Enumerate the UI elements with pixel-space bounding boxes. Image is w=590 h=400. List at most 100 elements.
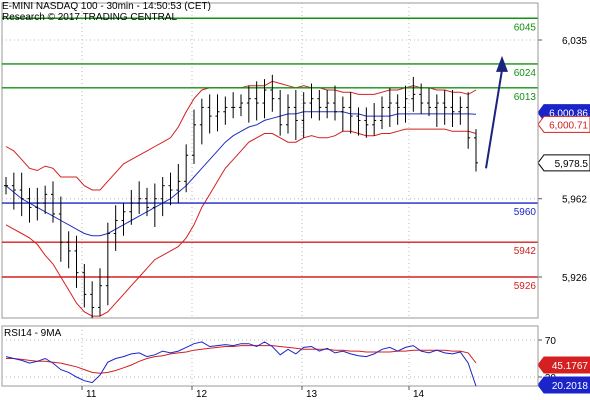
- price-bar: [66, 231, 71, 269]
- rsi-panel-frame: [1, 325, 539, 387]
- price-bar: [364, 107, 369, 138]
- y-tick-label: 5,962: [562, 195, 587, 206]
- price-bar: [231, 92, 236, 119]
- price-bar: [442, 90, 447, 125]
- rsi-value-tag-label: 45.1767: [552, 361, 589, 372]
- price-bar: [254, 81, 259, 121]
- price-bar: [43, 185, 48, 214]
- rsi-value-tag: 45.1767: [537, 356, 590, 374]
- last-price-tag-box: [537, 115, 590, 133]
- last-price-tag: 5,978.5: [537, 154, 590, 172]
- price-bar: [160, 176, 165, 217]
- price-bar: [309, 83, 314, 119]
- price-bar: [403, 85, 408, 123]
- price-bar: [317, 90, 322, 121]
- price-bar: [35, 187, 40, 221]
- y-tick-label: 6,035: [562, 36, 587, 47]
- price-bar: [137, 181, 142, 214]
- price-bar: [215, 94, 220, 132]
- price-panel: 6,035 5,962 5,926 6045 6024 6013 5960 5942 5926 6…: [1, 2, 590, 319]
- price-panel-frame: [1, 2, 539, 319]
- price-bar: [19, 172, 24, 217]
- level-label: 6013: [514, 92, 537, 103]
- price-bar: [419, 83, 424, 114]
- last-price-tag-label: 6,000.71: [549, 120, 588, 131]
- price-bar: [301, 92, 306, 138]
- last-price-tag-box: [537, 154, 590, 172]
- projection-arrow-shaft: [485, 69, 503, 169]
- price-bar: [121, 203, 126, 236]
- price-bar: [98, 268, 102, 317]
- price-bar: [286, 94, 290, 134]
- price-bar: [458, 96, 463, 125]
- price-bar: [387, 87, 392, 127]
- price-bar: [450, 90, 455, 127]
- price-bar: [223, 96, 228, 125]
- last-price-tag-label: 6,000.86: [549, 109, 588, 120]
- price-bar: [176, 163, 181, 204]
- price-bar: [293, 90, 298, 141]
- price-bar: [105, 222, 110, 306]
- rsi-tick-label: 70: [545, 336, 557, 347]
- price-bar: [356, 107, 361, 136]
- price-bar: [239, 94, 243, 117]
- rsi-value-tag-label: 20.2018: [552, 381, 589, 392]
- price-bar: [58, 196, 63, 262]
- price-bar: [74, 235, 79, 288]
- price-bar: [82, 263, 87, 308]
- level-label: 5942: [514, 246, 537, 257]
- price-bar: [11, 172, 16, 210]
- level-label: 5926: [514, 281, 537, 292]
- chart-copyright: Research © 2017 TRADING CENTRAL: [2, 12, 178, 23]
- price-bar: [4, 176, 8, 195]
- price-bar: [466, 92, 471, 149]
- price-bar: [434, 94, 439, 127]
- price-bar: [129, 190, 134, 225]
- chart-title: E-MINI NASDAQ 100 - 30min - 14:50:53 (CE…: [2, 1, 211, 12]
- price-bar: [333, 85, 337, 121]
- price-bar: [199, 98, 204, 145]
- price-bar: [246, 85, 251, 123]
- x-tick-label: 11: [86, 389, 97, 400]
- price-bar: [27, 187, 32, 223]
- price-bar: [427, 87, 431, 117]
- level-label: 6045: [514, 22, 537, 33]
- bollinger-lower-line: [5, 128, 477, 317]
- price-bar: [270, 74, 275, 112]
- price-bar: [207, 94, 212, 134]
- price-bar: [113, 205, 118, 251]
- rsi-value-tag: 20.2018: [537, 376, 590, 394]
- rsi-line: [5, 341, 477, 387]
- price-bar: [168, 172, 173, 206]
- price-bar: [411, 76, 416, 112]
- price-bar: [348, 92, 353, 134]
- price-bar: [395, 94, 400, 125]
- price-bar: [51, 181, 55, 223]
- price-bar: [325, 90, 330, 119]
- rsi-value-tag-box: [537, 356, 590, 374]
- last-price-tag-label: 5,978.5: [555, 159, 589, 170]
- price-bar: [340, 96, 345, 132]
- price-bar: [184, 144, 189, 193]
- price-bar: [262, 79, 267, 119]
- projection-arrowhead: [496, 55, 508, 72]
- price-bar: [474, 129, 478, 172]
- price-bar: [372, 103, 377, 136]
- level-label: 6024: [514, 68, 537, 79]
- rsi-value-tag-box: [537, 376, 590, 394]
- price-bar: [192, 109, 196, 164]
- price-bar: [152, 183, 157, 227]
- price-bar: [380, 96, 384, 130]
- x-tick-label: 12: [196, 389, 208, 400]
- price-bar: [278, 90, 283, 136]
- rsi-title: RSI14 - 9MA: [4, 328, 62, 339]
- last-price-tag: 6,000.71: [537, 115, 590, 133]
- y-tick-label: 5,926: [562, 273, 587, 284]
- price-bar: [145, 187, 149, 217]
- x-tick-label: 13: [306, 389, 318, 400]
- level-label: 5960: [514, 207, 537, 218]
- price-bar: [90, 281, 95, 319]
- x-tick-label: 14: [413, 389, 425, 400]
